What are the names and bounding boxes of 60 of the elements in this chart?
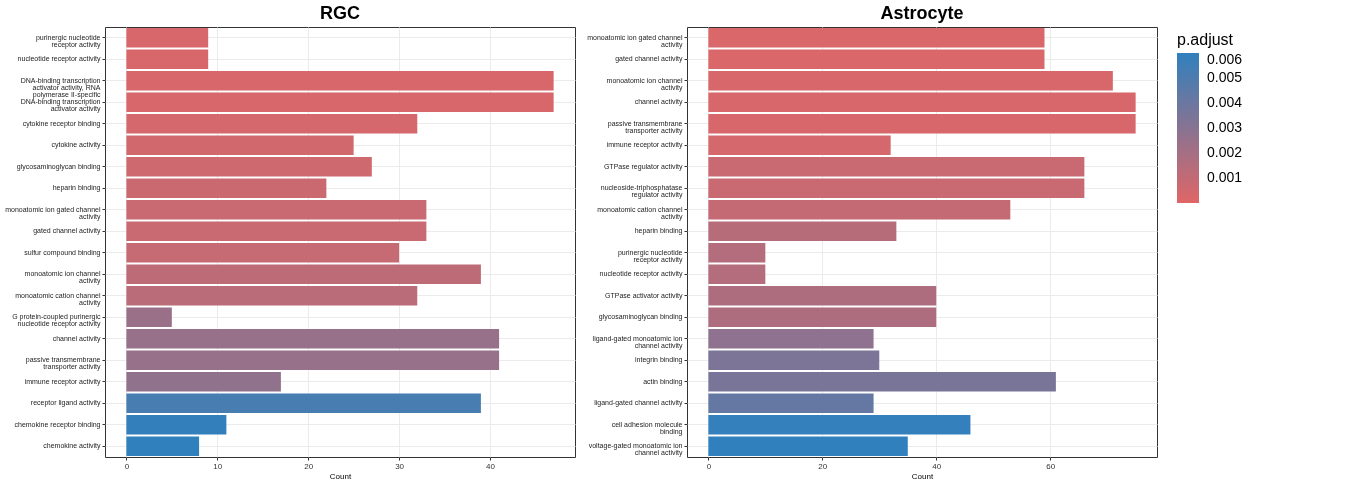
- bar: [708, 200, 1011, 220]
- x-tick-label: 40: [932, 461, 942, 471]
- bar: [708, 350, 880, 370]
- x-tick-label: 20: [304, 461, 314, 471]
- chart-title: Astrocyte: [880, 3, 964, 23]
- bar: [126, 92, 554, 112]
- bar: [126, 415, 227, 435]
- bar: [126, 307, 172, 327]
- chart-title: RGC: [320, 3, 360, 23]
- color-bar-label: 0.004: [1207, 94, 1243, 110]
- bar: [708, 135, 891, 155]
- bar: [126, 436, 200, 456]
- bar: [126, 393, 481, 413]
- x-axis-title: Count: [911, 471, 934, 481]
- bar: [708, 307, 937, 327]
- x-tick-label: 30: [395, 461, 405, 471]
- bar: [126, 350, 500, 370]
- bar: [708, 178, 1085, 198]
- bar: [708, 329, 874, 349]
- bar: [126, 221, 427, 241]
- bar: [126, 28, 209, 48]
- x-tick-label: 0: [124, 461, 130, 471]
- bar: [126, 135, 354, 155]
- color-bar-label: 0.002: [1207, 144, 1243, 160]
- bar: [126, 243, 400, 263]
- bar: [708, 415, 971, 435]
- x-tick-label: 10: [213, 461, 223, 471]
- bar: [126, 49, 209, 69]
- bar: [126, 329, 500, 349]
- bar: [708, 286, 937, 306]
- bar: [708, 71, 1113, 91]
- bar: [126, 286, 418, 306]
- x-axis-title: Count: [329, 471, 352, 481]
- bar: [126, 114, 418, 134]
- x-tick-label: 60: [1046, 461, 1056, 471]
- color-bar-label: 0.001: [1207, 169, 1243, 185]
- bar: [708, 393, 874, 413]
- bar: [708, 372, 1056, 392]
- bar: [708, 157, 1085, 177]
- color-bar-label: 0.005: [1207, 69, 1243, 85]
- bar: [126, 200, 427, 220]
- x-tick-label: 40: [486, 461, 496, 471]
- bar: [708, 243, 766, 263]
- bar: [126, 71, 554, 91]
- bar: [708, 436, 908, 456]
- color-bar-title: p.adjust: [1177, 31, 1234, 48]
- x-tick-label: 20: [818, 461, 828, 471]
- bar: [126, 372, 281, 392]
- color-bar-label: 0.006: [1207, 51, 1243, 67]
- bar: [708, 221, 897, 241]
- bar: [708, 114, 1136, 134]
- x-tick-label: 0: [706, 461, 712, 471]
- bar: [126, 178, 327, 198]
- bar: [708, 264, 766, 284]
- bar: [126, 157, 372, 177]
- bar: [126, 264, 481, 284]
- bar: [708, 49, 1045, 69]
- bar: [708, 28, 1045, 48]
- bar: [708, 92, 1136, 112]
- color-bar-label: 0.003: [1207, 119, 1243, 135]
